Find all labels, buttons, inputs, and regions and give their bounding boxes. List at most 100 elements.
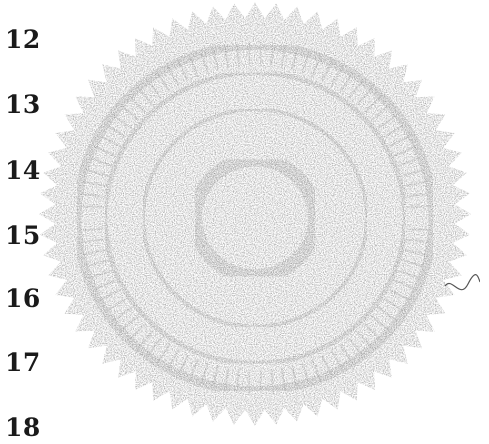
- seal-ring-2: [102, 70, 408, 366]
- seal-ring-1: [72, 40, 438, 396]
- line-number-14: 14: [5, 156, 41, 185]
- seal-hatch: [89, 156, 113, 168]
- seal-hatch: [310, 54, 322, 78]
- seal-hatch: [406, 204, 431, 209]
- seal-hatch: [145, 78, 163, 99]
- seal-hatch: [377, 113, 399, 130]
- seal-hatch: [355, 86, 374, 106]
- seal-hatch: [320, 59, 334, 82]
- seal-hatch: [199, 50, 210, 74]
- seal-hatch: [105, 123, 127, 139]
- seal-hatch: [397, 268, 421, 280]
- seal-hatch: [80, 192, 105, 198]
- seal-hatch: [155, 71, 171, 93]
- seal-hatch: [370, 314, 391, 332]
- seal-hatch: [393, 278, 417, 291]
- seal-hatch: [388, 134, 411, 148]
- seal-hatch: [211, 365, 220, 390]
- seal-hatch: [105, 297, 127, 313]
- seal-hatch: [79, 204, 104, 209]
- seal-hatch: [136, 330, 155, 350]
- seal-hatch: [370, 104, 391, 122]
- seal-ring-3: [141, 107, 369, 329]
- seal-hatch: [176, 59, 190, 82]
- seal-hatch: [400, 258, 425, 268]
- line-number-18: 18: [5, 413, 41, 442]
- seal-hatch: [347, 337, 365, 358]
- seal-hatch: [111, 306, 133, 323]
- seal-hatch: [269, 42, 275, 67]
- seal-hatch: [99, 288, 122, 302]
- line-number-13: 13: [5, 90, 41, 119]
- seal-hatch: [363, 94, 383, 114]
- pen-stroke: [444, 274, 480, 291]
- seal-hatch: [300, 50, 311, 74]
- seal-hatch: [403, 180, 428, 188]
- seal-hatch: [347, 78, 365, 99]
- seal-hatch: [127, 94, 147, 114]
- seal-hatch: [405, 192, 430, 198]
- seal-hatch: [330, 65, 344, 87]
- seal-hatch: [320, 354, 334, 377]
- seal-hatch: [176, 354, 190, 377]
- seal-hatch: [111, 113, 133, 130]
- seal-ring-4: [188, 152, 322, 284]
- seal-hatch: [223, 44, 230, 69]
- seal-hatch: [188, 358, 200, 382]
- seal-hatch: [259, 369, 263, 394]
- seal-hatch: [377, 306, 399, 323]
- seal-hatch: [330, 349, 344, 371]
- seal-hatch: [79, 227, 104, 232]
- seal-hatch: [188, 54, 200, 78]
- seal-hatch: [82, 180, 107, 188]
- seal-hatch: [383, 123, 405, 139]
- seal-hatch: [406, 227, 431, 232]
- line-number-12: 12: [5, 25, 41, 54]
- seal-graphic: [39, 2, 480, 426]
- seal-hatch: [80, 238, 105, 244]
- line-number-17: 17: [5, 348, 41, 377]
- seal-hatch: [127, 322, 147, 342]
- seal-hatch: [247, 42, 251, 67]
- seal-hatch: [259, 42, 263, 67]
- seal-hatch: [136, 86, 155, 106]
- seal-hatch: [155, 343, 171, 365]
- seal-hatch: [235, 369, 241, 394]
- seal-hatch: [93, 278, 117, 291]
- seal-hatch: [405, 238, 430, 244]
- seal-hatch: [119, 104, 140, 122]
- seal-hatch: [82, 248, 107, 256]
- seal-hatch: [339, 71, 355, 93]
- seal-hatch: [400, 168, 425, 178]
- embossed-seal: [20, 0, 480, 444]
- seal-hatch: [280, 44, 287, 69]
- seal-hatch: [397, 156, 421, 168]
- line-number-column: 12 13 14 15 16 17 18: [0, 0, 60, 444]
- seal-hatch: [211, 46, 220, 71]
- seal-hatch: [93, 145, 117, 158]
- seal-hatch: [355, 330, 374, 350]
- seal-hatch: [145, 337, 163, 358]
- seal-hatch: [269, 369, 275, 394]
- seal-hatch: [363, 322, 383, 342]
- seal-hatch: [403, 248, 428, 256]
- seal-hatch: [166, 349, 180, 371]
- seal-hatch: [85, 168, 110, 178]
- seal-inner-rings: [72, 40, 480, 396]
- seal-hatch: [119, 314, 140, 332]
- seal-hatch: [290, 46, 299, 71]
- line-number-16: 16: [5, 284, 41, 313]
- seal-hatch: [300, 362, 311, 386]
- seal-hatch: [223, 367, 230, 392]
- seal-hatch: [99, 134, 122, 148]
- seal-hatch: [393, 145, 417, 158]
- seal-hatch: [85, 258, 110, 268]
- seal-hatch: [310, 358, 322, 382]
- seal-hatch: [383, 297, 405, 313]
- seal-hatch: [339, 343, 355, 365]
- seal-hatch: [89, 268, 113, 280]
- seal-hatch: [290, 365, 299, 390]
- seal-hatch: [235, 42, 241, 67]
- seal-hatch: [280, 367, 287, 392]
